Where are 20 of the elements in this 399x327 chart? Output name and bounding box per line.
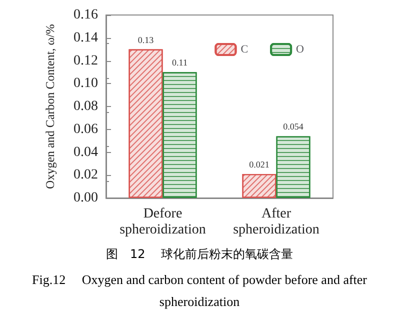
y-axis-title: Oxygen and Carbon Content, ω/%	[43, 24, 57, 189]
y-tick-label: 0.12	[74, 53, 98, 68]
y-tick-label: 0.14	[74, 30, 98, 46]
y-tick-label: 0.16	[74, 8, 98, 22]
data-label: 0.054	[283, 122, 304, 132]
y-tick-label: 0.00	[74, 190, 98, 206]
x-tick-label: After spheroidization	[233, 206, 320, 238]
data-label: 0.13	[138, 34, 154, 45]
y-tick-label: 0.06	[74, 122, 98, 137]
y-tick-label: 0.04	[74, 144, 98, 160]
data-label: 0.021	[249, 159, 270, 170]
x-tick-label: Defore spheroidization	[120, 206, 206, 238]
y-tick-label: 0.02	[74, 168, 98, 183]
legend-label: C	[240, 44, 248, 56]
legend-label: O	[296, 44, 304, 56]
data-label: 0.11	[172, 58, 188, 68]
y-tick-label: 0.10	[74, 76, 98, 92]
caption: 图 12 球化前后粉末的氧碳含量	[104, 246, 294, 263]
y-tick-label: 0.08	[74, 99, 98, 114]
caption: Fig.12 Oxygen and carbon content of powder before and after spheroidization	[31, 271, 368, 311]
